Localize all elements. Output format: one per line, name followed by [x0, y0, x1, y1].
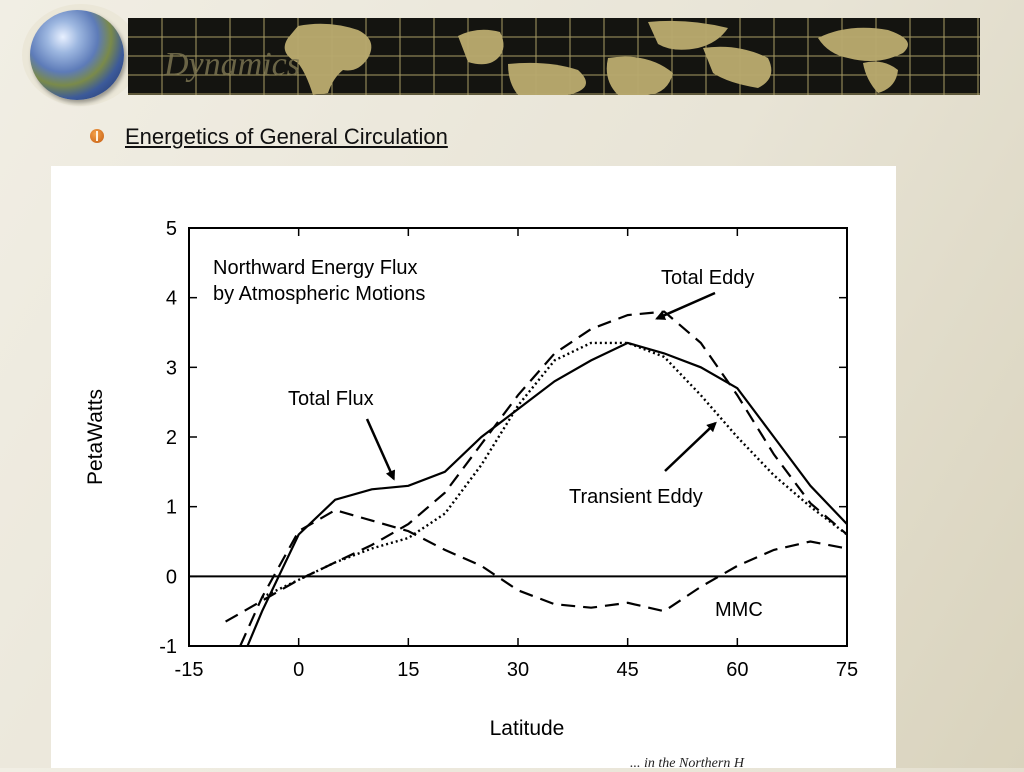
x-tick-label: -15 [175, 659, 204, 681]
chart-title: Northward Energy Flux [213, 257, 418, 279]
annotation-total-eddy: Total Eddy [661, 267, 754, 289]
x-tick-label: 75 [836, 659, 858, 681]
land-shape [703, 46, 772, 88]
annotation-arrow [655, 291, 716, 320]
banner-title: Dynamics [164, 46, 300, 83]
series-line-transient-eddy [261, 341, 848, 599]
y-axis-label: PetaWatts [84, 389, 107, 485]
series-line-total-eddy [225, 310, 848, 623]
y-tick-label: 2 [166, 427, 177, 449]
x-tick-label: 0 [293, 659, 304, 681]
land-shape [818, 27, 908, 62]
y-tick-label: 5 [166, 218, 177, 240]
y-tick-label: 0 [166, 566, 177, 588]
annotation-transient-eddy: Transient Eddy [569, 486, 703, 508]
annotation-arrow [365, 418, 396, 481]
annotation-mmc: MMC [715, 599, 763, 621]
x-tick-label: 60 [726, 659, 748, 681]
globe-icon [30, 10, 124, 100]
bullet-icon [90, 129, 104, 143]
land-shape [606, 56, 673, 95]
land-shape [458, 29, 504, 65]
y-tick-label: 4 [166, 288, 177, 310]
x-tick-label: 30 [507, 659, 529, 681]
series-line-mmc [239, 508, 848, 647]
map-gridlines [128, 18, 980, 95]
header-banner: Dynamics [128, 18, 980, 95]
world-map-graphic [128, 18, 980, 95]
land-shape [508, 62, 586, 95]
annotation-arrow [664, 421, 717, 472]
y-tick-label: 1 [166, 497, 177, 519]
chart-subtitle: by Atmospheric Motions [213, 283, 425, 305]
x-axis-label: Latitude [490, 717, 565, 740]
slide-heading[interactable]: Energetics of General Circulation [125, 124, 448, 149]
annotation-total-flux: Total Flux [288, 388, 374, 410]
series-line-total-flux [246, 341, 848, 647]
x-tick-label: 45 [617, 659, 639, 681]
land-shape [284, 23, 372, 95]
y-tick-label: 3 [166, 357, 177, 379]
land-shape [863, 61, 898, 93]
x-tick-label: 15 [397, 659, 419, 681]
y-tick-label: -1 [159, 636, 177, 658]
land-shape [648, 20, 728, 50]
figure-panel: -1 0 1 2 3 4 5 -15 0 15 30 45 60 75 Northward Energy … [51, 166, 896, 768]
footer-text: ... in the Northern H [630, 756, 744, 771]
